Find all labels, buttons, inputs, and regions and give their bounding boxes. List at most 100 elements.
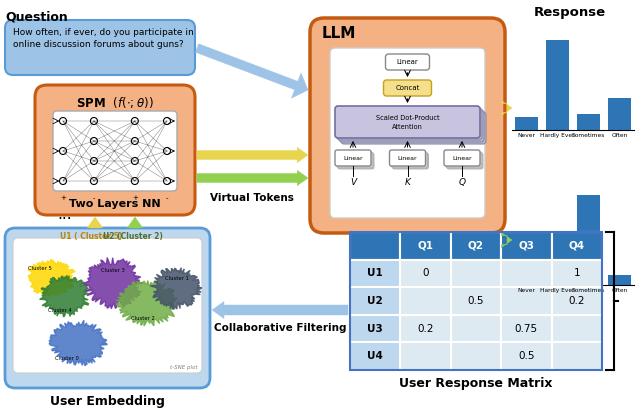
FancyBboxPatch shape [35,85,195,215]
Bar [350,232,401,260]
Polygon shape [501,100,512,116]
Bar [451,315,501,342]
Text: Often: Often [611,288,628,293]
Text: Cluster 5: Cluster 5 [28,266,52,271]
Text: V: V [350,178,356,187]
Polygon shape [197,147,308,163]
Bar [401,287,451,315]
FancyBboxPatch shape [335,106,480,138]
FancyBboxPatch shape [385,54,429,70]
Bar [501,287,552,315]
Polygon shape [501,232,512,248]
Text: ...: ... [58,207,72,222]
Text: Collaborative Filtering: Collaborative Filtering [214,323,346,333]
Bar [608,275,631,285]
Bar [350,342,401,370]
Polygon shape [87,217,102,228]
FancyBboxPatch shape [383,80,431,96]
Text: Linear: Linear [397,155,417,160]
Polygon shape [127,217,143,228]
Bar [552,260,602,287]
Bar [577,195,600,285]
Text: Q3: Q3 [518,241,534,251]
Text: Q: Q [458,178,465,187]
FancyBboxPatch shape [5,20,195,75]
Polygon shape [197,171,308,186]
Bar [350,315,401,342]
Bar [401,342,451,370]
Polygon shape [212,301,348,319]
Polygon shape [195,44,308,98]
Text: Linear: Linear [343,155,363,160]
Bar [552,342,602,370]
Bar [350,287,401,315]
Text: U1 ( Cluster 5): U1 ( Cluster 5) [60,232,122,241]
FancyBboxPatch shape [13,238,202,373]
Text: Cluster 0: Cluster 0 [55,356,79,361]
Bar [552,232,602,260]
Text: 0.75: 0.75 [515,324,538,334]
Text: Never: Never [518,133,536,138]
Text: Concat: Concat [396,85,420,91]
Text: U3: U3 [367,324,383,334]
FancyBboxPatch shape [446,152,482,168]
Bar [501,342,552,370]
FancyBboxPatch shape [337,152,373,168]
Text: K: K [404,178,410,187]
Text: Hardly Ever: Hardly Ever [540,133,575,138]
Bar [577,114,600,130]
Text: 0: 0 [422,268,429,279]
Text: Linear: Linear [397,59,419,65]
Text: Cluster 2: Cluster 2 [131,316,155,321]
Bar [515,117,538,130]
FancyBboxPatch shape [341,112,486,144]
Text: Q1: Q1 [417,241,434,251]
FancyBboxPatch shape [310,18,505,233]
Text: SPM  $(f(\cdot; \theta))$: SPM $(f(\cdot; \theta))$ [76,95,154,110]
Bar [515,277,538,285]
Text: Hardly Ever: Hardly Ever [540,288,575,293]
Text: -: - [93,195,95,201]
FancyBboxPatch shape [337,108,482,140]
Text: +: + [132,195,138,201]
Text: Sometimes: Sometimes [572,133,605,138]
Text: 0.5: 0.5 [468,296,484,306]
FancyBboxPatch shape [338,153,374,169]
FancyBboxPatch shape [339,110,484,142]
Bar [350,260,401,287]
Text: Never: Never [518,288,536,293]
Bar [451,287,501,315]
Bar [608,98,631,130]
Bar [451,260,501,287]
FancyBboxPatch shape [330,48,485,218]
Bar [546,275,569,285]
Text: Cluster 4: Cluster 4 [48,308,72,313]
FancyBboxPatch shape [53,111,177,191]
Polygon shape [40,275,89,317]
Text: Scaled Dot-Product: Scaled Dot-Product [376,115,439,121]
Bar [501,315,552,342]
Text: Sometimes: Sometimes [572,288,605,293]
Bar [451,232,501,260]
Polygon shape [83,258,143,309]
Bar [501,260,552,287]
FancyBboxPatch shape [5,228,210,388]
FancyBboxPatch shape [392,153,429,169]
Text: Cluster 1: Cluster 1 [165,276,189,281]
Text: U2 (Cluster 2): U2 (Cluster 2) [103,232,163,241]
Bar [451,342,501,370]
FancyBboxPatch shape [335,150,371,166]
Text: Two Layers NN: Two Layers NN [69,199,161,209]
Text: Q4: Q4 [569,241,585,251]
Bar [401,232,451,260]
Bar [546,40,569,130]
Text: Linear: Linear [452,155,472,160]
Text: -: - [166,195,168,201]
FancyBboxPatch shape [392,152,428,168]
Polygon shape [49,320,108,366]
Text: 1: 1 [573,268,580,279]
Text: Attention: Attention [392,124,423,130]
Text: 0.2: 0.2 [568,296,585,306]
Text: +: + [60,195,66,201]
Text: User Response Matrix: User Response Matrix [399,377,553,390]
